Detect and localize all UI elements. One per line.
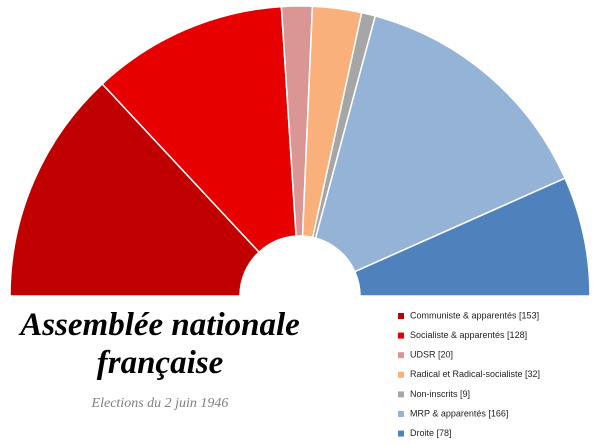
legend-swatch [398, 371, 404, 378]
legend-swatch [398, 391, 404, 398]
slice [101, 5, 297, 254]
legend-label: Radical et Radical-socialiste [32] [410, 369, 540, 379]
slice [353, 177, 591, 297]
legend-label: Droite [78] [410, 428, 452, 438]
legend-label: Communiste & apparentés [153] [410, 310, 539, 320]
legend-swatch [398, 411, 404, 417]
legend-label: MRP & apparentés [166] [410, 408, 508, 418]
legend-swatch [398, 430, 404, 437]
slice [314, 15, 567, 273]
legend-swatch [398, 332, 404, 339]
legend: Communiste & apparentés [153] Socialiste … [398, 310, 540, 438]
legend-swatch [398, 313, 404, 319]
slice [9, 82, 261, 297]
chart-title: Assemblée nationale française [20, 307, 300, 381]
legend-swatch [398, 352, 404, 359]
slices [9, 5, 591, 297]
legend-label: UDSR [20] [410, 350, 453, 360]
chart-subtitle: Elections du 2 juin 1946 [91, 396, 229, 411]
legend-label: Socialiste & apparentés [128] [410, 330, 527, 340]
legend-label: Non-inscrits [9] [410, 389, 470, 399]
